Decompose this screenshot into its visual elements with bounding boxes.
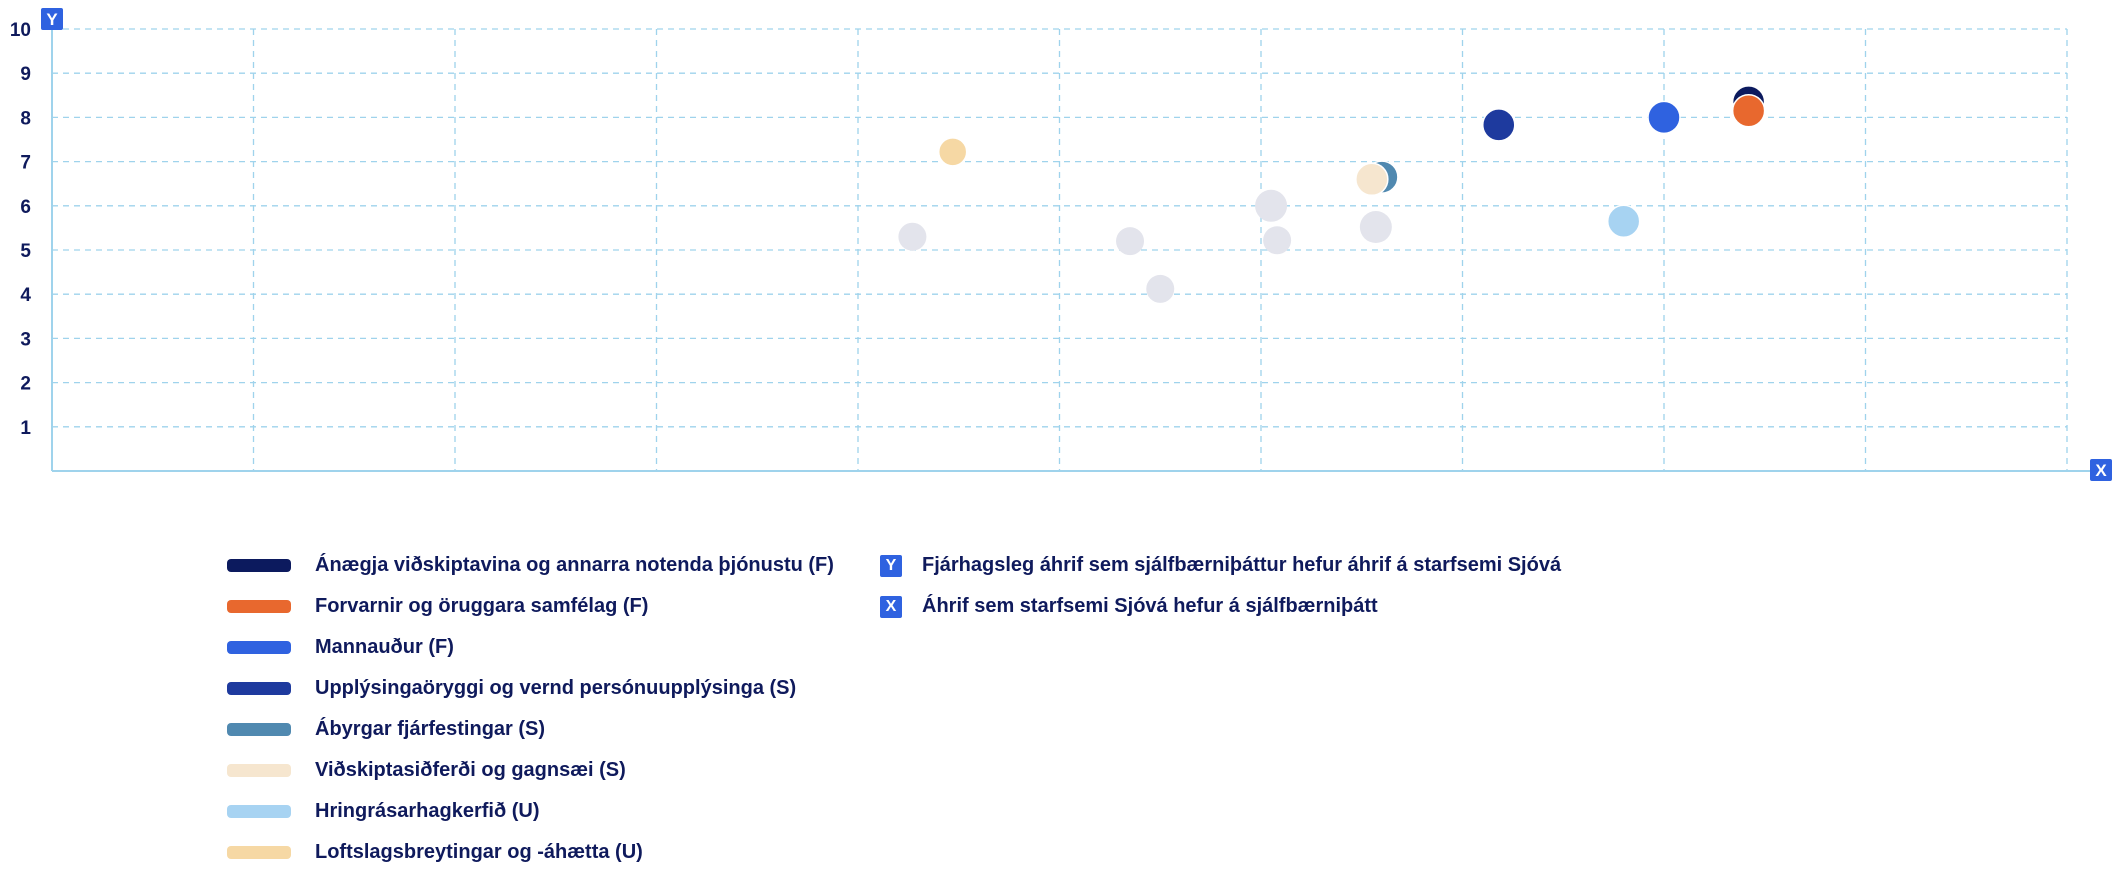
legend-item: Upplýsingaöryggi og vernd persónuupplýsi… <box>227 668 834 709</box>
legend-item: Viðskiptasiðferði og gagnsæi (S) <box>227 750 834 791</box>
legend-swatch <box>227 764 291 777</box>
x-axis-badge-label: X <box>2095 461 2107 480</box>
legend-swatch <box>227 641 291 654</box>
axis-legend-label: Áhrif sem starfsemi Sjóvá hefur á sjálfb… <box>922 595 1378 617</box>
y-tick-label: 1 <box>20 418 31 439</box>
other-data-point <box>1255 189 1288 222</box>
legend-label: Upplýsingaöryggi og vernd persónuupplýsi… <box>315 677 797 699</box>
legend-swatch <box>227 846 291 859</box>
axis-legend-item: Y Fjárhagsleg áhrif sem sjálfbærniþáttur … <box>880 545 1561 586</box>
legend-label: Viðskiptasiðferði og gagnsæi (S) <box>315 759 626 781</box>
y-axis-badge-label: Y <box>46 10 58 29</box>
data-point-2 <box>1731 94 1766 128</box>
axis-legend-label: Fjárhagsleg áhrif sem sjálfbærniþáttur h… <box>922 554 1562 576</box>
y-tick-label: 8 <box>20 108 31 129</box>
other-data-point <box>1146 274 1175 303</box>
y-tick-label: 5 <box>20 241 31 262</box>
data-point-7 <box>1606 204 1641 239</box>
other-data-point <box>1116 227 1145 256</box>
y-tick-label: 7 <box>20 153 31 174</box>
other-data-point <box>898 222 927 251</box>
scatter-chart: 1234567891012345678910YX <box>10 8 2112 481</box>
legend-item: Loftslagsbreytingar og -áhætta (U) <box>227 832 834 873</box>
legend-item: Mannauður (F) <box>227 627 834 668</box>
y-tick-label: 9 <box>20 64 31 85</box>
data-point-6 <box>1355 162 1389 197</box>
x-axis-badge <box>2090 459 2112 481</box>
axis-legend: Y Fjárhagsleg áhrif sem sjálfbærniþáttur … <box>880 545 1561 627</box>
y-tick-label: 3 <box>20 329 31 350</box>
y-axis-badge <box>41 8 63 30</box>
legend-item: Ábyrgar fjárfestingar (S) <box>227 709 834 750</box>
y-tick-label: 6 <box>20 197 31 218</box>
legend-swatch <box>227 805 291 818</box>
y-tick-label: 4 <box>20 285 31 306</box>
data-point-8 <box>937 137 968 167</box>
data-point-3 <box>1647 100 1681 135</box>
legend-swatch <box>227 723 291 736</box>
legend-label: Ánægja viðskiptavina og annarra notenda … <box>315 554 834 576</box>
legend-label: Loftslagsbreytingar og -áhætta (U) <box>315 841 643 863</box>
y-tick-label: 2 <box>20 374 31 395</box>
legend-label: Mannauður (F) <box>315 636 454 658</box>
axis-legend-item: X Áhrif sem starfsemi Sjóvá hefur á sjálf… <box>880 586 1561 627</box>
legend-swatch <box>227 559 291 572</box>
legend-label: Forvarnir og öruggara samfélag (F) <box>315 595 649 617</box>
other-data-point <box>1359 211 1392 244</box>
legend-label: Hringrásarhagkerfið (U) <box>315 800 540 822</box>
axis-legend-badge: Y <box>880 554 902 577</box>
series-legend: Ánægja viðskiptavina og annarra notenda … <box>227 545 834 873</box>
legend-item: Hringrásarhagkerfið (U) <box>227 791 834 832</box>
legend-label: Ábyrgar fjárfestingar (S) <box>315 718 546 740</box>
axis-legend-badge: X <box>880 595 902 618</box>
legend-swatch <box>227 682 291 695</box>
other-data-point <box>1263 226 1292 255</box>
legend-item: Ánægja viðskiptavina og annarra notenda … <box>227 545 834 586</box>
legend-swatch <box>227 600 291 613</box>
y-tick-label: 10 <box>10 20 31 41</box>
data-point-4 <box>1482 108 1516 142</box>
legend-item: Forvarnir og öruggara samfélag (F) <box>227 586 834 627</box>
